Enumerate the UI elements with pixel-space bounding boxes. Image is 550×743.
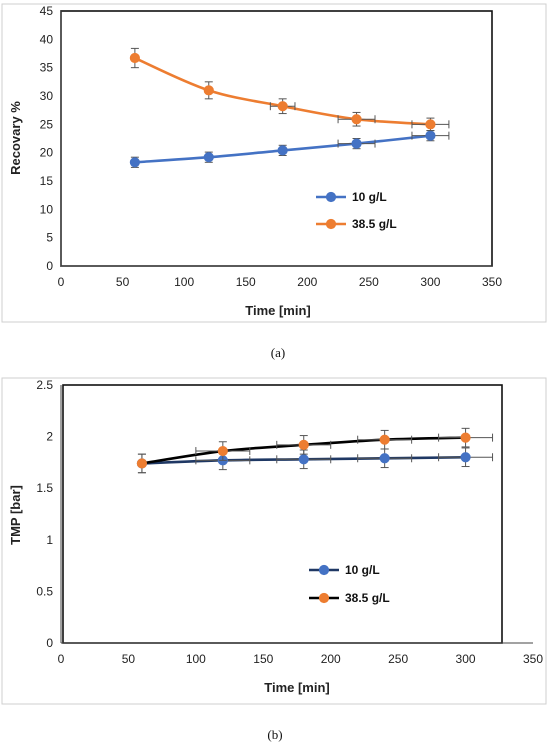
data-point — [460, 452, 471, 463]
y-tick-label: 0.5 — [36, 584, 53, 598]
x-tick-label: 50 — [122, 652, 136, 666]
y-axis-title: TMP [bar] — [8, 485, 23, 545]
data-point — [129, 52, 140, 64]
y-tick-label: 45 — [40, 4, 54, 18]
legend-label: 38.5 g/L — [345, 591, 390, 605]
chart-frame — [1, 3, 547, 323]
data-point — [217, 445, 228, 457]
legend-marker — [318, 592, 330, 604]
chart-b-tmp: 0 50 100 150 200 250 300 350 0 0.5 1 1.5 2 2.5 Time [m… — [1, 377, 547, 742]
data-point — [460, 432, 471, 443]
legend-label: 38.5 g/L — [352, 217, 397, 231]
data-point — [425, 130, 436, 141]
x-tick-label: 300 — [420, 275, 440, 289]
x-tick-label: 350 — [482, 275, 502, 289]
data-point — [298, 454, 309, 465]
x-tick-label: 250 — [359, 275, 379, 289]
y-tick-label: 40 — [40, 32, 54, 46]
x-tick-label: 150 — [236, 275, 256, 289]
figure-caption: (a) — [271, 345, 285, 360]
y-tick-label: 35 — [40, 61, 54, 75]
y-tick-label: 2.5 — [36, 378, 53, 392]
x-tick-label: 100 — [174, 275, 194, 289]
y-tick-label: 20 — [40, 146, 54, 160]
data-point — [351, 138, 362, 149]
chart-a-recovery: 0 50 100 150 200 250 300 350 0 5 10 15 20 25 30 35 40 45 T… — [1, 3, 547, 360]
data-point — [136, 458, 148, 469]
data-point — [203, 85, 214, 96]
legend-marker — [325, 191, 337, 203]
legend-marker — [318, 564, 330, 576]
figure-caption: (b) — [267, 727, 282, 742]
x-tick-label: 250 — [388, 652, 408, 666]
y-tick-label: 10 — [40, 202, 54, 216]
x-tick-label: 100 — [186, 652, 206, 666]
data-point — [277, 145, 288, 156]
x-tick-label: 0 — [58, 652, 65, 666]
y-tick-label: 5 — [46, 231, 53, 245]
data-point — [351, 114, 362, 125]
y-tick-label: 15 — [40, 174, 54, 188]
data-point — [379, 453, 390, 464]
legend-label: 10 g/L — [352, 190, 387, 204]
x-tick-label: 200 — [297, 275, 317, 289]
data-point — [425, 119, 436, 130]
y-tick-label: 0 — [46, 259, 53, 273]
y-axis-title: Recovary % — [8, 101, 23, 175]
legend-label: 10 g/L — [345, 563, 380, 577]
x-tick-label: 0 — [58, 275, 65, 289]
data-point — [298, 439, 309, 450]
chart-frame — [1, 377, 547, 705]
x-tick-label: 350 — [523, 652, 543, 666]
x-tick-label: 150 — [253, 652, 273, 666]
x-tick-label: 300 — [456, 652, 476, 666]
data-point — [203, 152, 214, 163]
x-tick-label: 200 — [321, 652, 341, 666]
x-axis-title: Time [min] — [245, 303, 311, 318]
y-tick-label: 2 — [46, 430, 53, 444]
data-point — [277, 101, 288, 112]
x-axis-title: Time [min] — [264, 680, 330, 695]
y-tick-label: 1 — [46, 533, 53, 547]
data-point — [379, 434, 390, 445]
x-tick-label: 50 — [116, 275, 130, 289]
y-tick-label: 1.5 — [36, 481, 53, 495]
y-tick-label: 30 — [40, 89, 54, 103]
y-tick-label: 0 — [46, 636, 53, 650]
legend-marker — [325, 218, 337, 230]
data-point — [129, 157, 140, 168]
y-tick-label: 25 — [40, 117, 54, 131]
